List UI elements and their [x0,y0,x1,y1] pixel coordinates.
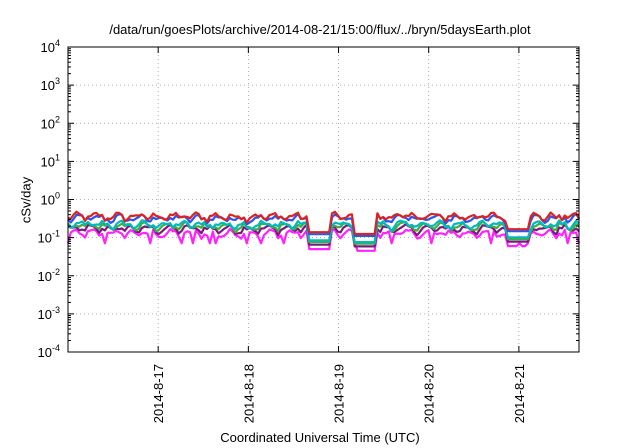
y-tick-label: 10-4 [38,343,60,360]
series-line [66,228,581,252]
y-tick-label: 104 [41,38,60,55]
x-tick-label: 2014-8-19 [332,364,347,423]
series-line [67,212,580,237]
y-tick-label: 101 [41,152,60,169]
y-tick-label: 10-1 [38,229,60,246]
y-axis: 10-4 10-3 10-2 10-1 100 101 102 103 104 [38,38,579,360]
y-tick-label: 103 [41,76,60,93]
y-tick-label: 10-2 [38,267,60,284]
y-tick-label: 100 [41,191,60,208]
series-group [66,210,581,252]
x-tick-label: 2014-8-21 [512,364,527,423]
x-tick-label: 2014-8-17 [151,364,166,423]
y-tick-label: 102 [41,114,60,131]
grid [68,47,579,352]
series-line [67,210,581,236]
x-tick-label: 2014-8-18 [241,364,256,423]
y-axis-label: cSv/day [18,176,34,224]
series-line [67,219,580,244]
x-axis: 2014-8-17 2014-8-18 2014-8-19 2014-8-20 2014… [151,47,527,423]
chart-title: /data/run/goesPlots/archive/2014-08-21/1… [109,22,531,37]
x-tick-label: 2014-8-20 [422,364,437,423]
x-axis-label: Coordinated Universal Time (UTC) [220,430,420,445]
y-tick-label: 10-3 [38,305,60,322]
